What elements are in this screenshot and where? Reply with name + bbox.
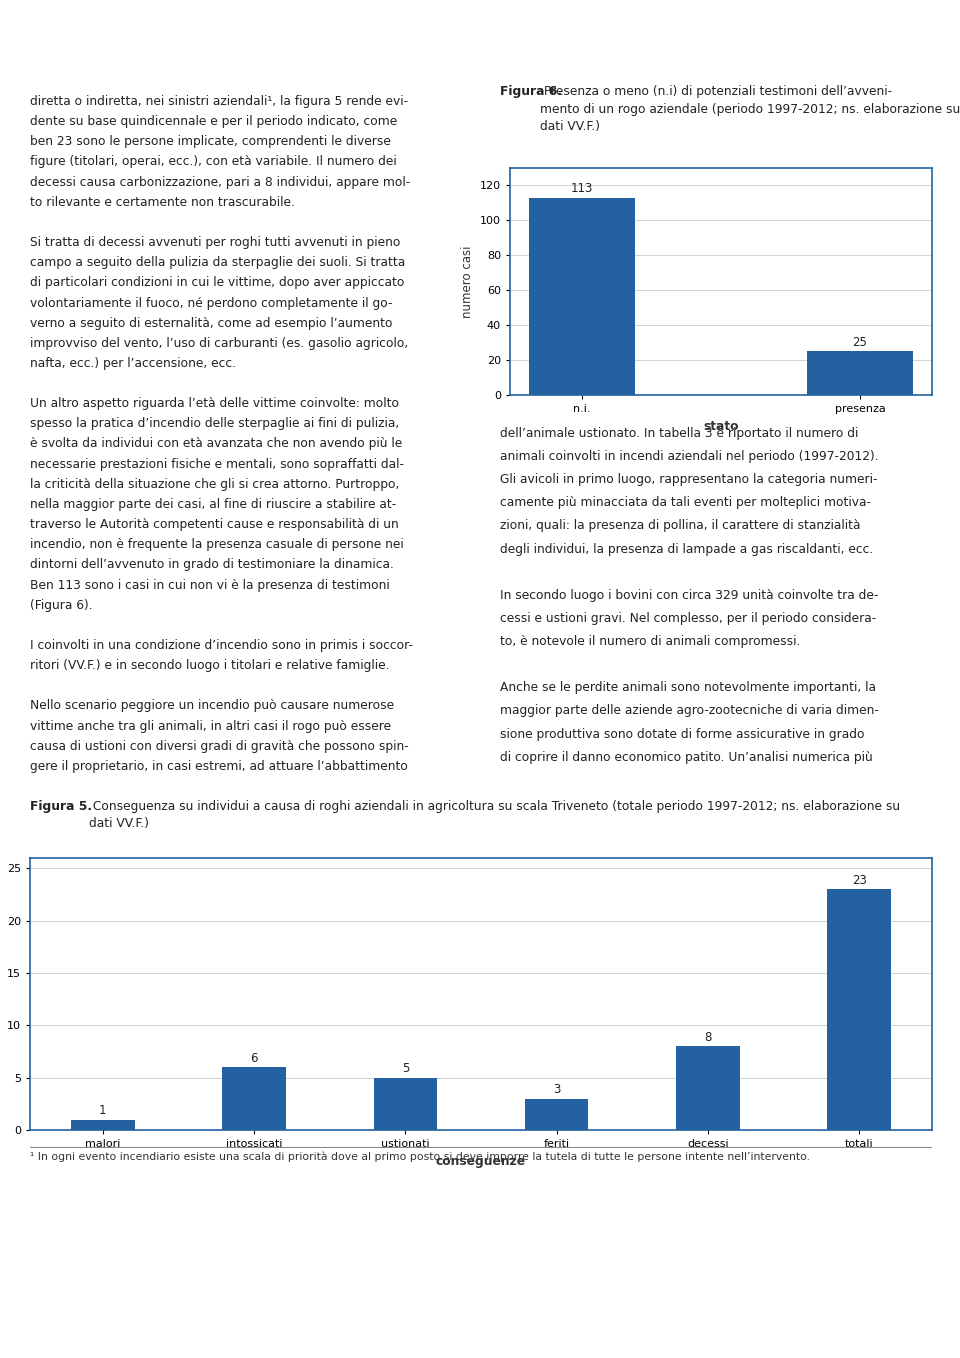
Text: incendio, non è frequente la presenza casuale di persone nei: incendio, non è frequente la presenza ca…	[30, 538, 404, 551]
Text: decessi causa carbonizzazione, pari a 8 individui, appare mol-: decessi causa carbonizzazione, pari a 8 …	[30, 175, 410, 189]
Text: campo a seguito della pulizia da sterpaglie dei suoli. Si tratta: campo a seguito della pulizia da sterpag…	[30, 257, 405, 269]
Text: Figura 5.: Figura 5.	[30, 800, 92, 813]
Text: Un altro aspetto riguarda l’età delle vittime coinvolte: molto: Un altro aspetto riguarda l’età delle vi…	[30, 397, 399, 410]
Text: Nello scenario peggiore un incendio può causare numerose: Nello scenario peggiore un incendio può …	[30, 699, 395, 713]
Text: animali coinvolti in incendi aziendali nel periodo (1997-2012).: animali coinvolti in incendi aziendali n…	[500, 449, 878, 463]
Text: di particolari condizioni in cui le vittime, dopo aver appiccato: di particolari condizioni in cui le vitt…	[30, 277, 404, 289]
Text: 6: 6	[251, 1051, 258, 1065]
Text: 25: 25	[852, 335, 868, 349]
Text: LA GESTIONE DELLA SICUREZZA SUL LAVORO IN AGRICOLTURA - L'AZIENDA ZOOTECNICA: LA GESTIONE DELLA SICUREZZA SUL LAVORO I…	[247, 27, 713, 37]
Text: la criticità della situazione che gli si crea attorno. Purtroppo,: la criticità della situazione che gli si…	[30, 478, 399, 490]
Bar	[71, 1119, 134, 1130]
Text: Ben 113 sono i casi in cui non vi è la presenza di testimoni: Ben 113 sono i casi in cui non vi è la p…	[30, 579, 390, 592]
Text: camente più minacciata da tali eventi per molteplici motiva-: camente più minacciata da tali eventi pe…	[500, 496, 871, 509]
Text: to rilevante e certamente non trascurabile.: to rilevante e certamente non trascurabi…	[30, 196, 295, 209]
Text: Anche se le perdite animali sono notevolmente importanti, la: Anche se le perdite animali sono notevol…	[500, 682, 876, 694]
Text: necessarie prestazioni fisiche e mentali, sono sopraffatti dal-: necessarie prestazioni fisiche e mentali…	[30, 458, 404, 471]
Text: verno a seguito di esternalità, come ad esempio l’aumento: verno a seguito di esternalità, come ad …	[30, 316, 393, 330]
Text: 3: 3	[553, 1082, 561, 1096]
X-axis label: stato: stato	[704, 420, 739, 433]
Bar	[529, 198, 635, 395]
Text: dente su base quindicennale e per il periodo indicato, come: dente su base quindicennale e per il per…	[30, 115, 397, 128]
Text: ben 23 sono le persone implicate, comprendenti le diverse: ben 23 sono le persone implicate, compre…	[30, 136, 391, 148]
Text: 1: 1	[99, 1104, 107, 1116]
Text: Figura 6.: Figura 6.	[500, 86, 562, 98]
Text: zioni, quali: la presenza di pollina, il carattere di stanzialità: zioni, quali: la presenza di pollina, il…	[500, 520, 860, 532]
Text: 8: 8	[705, 1031, 711, 1044]
Text: improvviso del vento, l’uso di carburanti (es. gasolio agricolo,: improvviso del vento, l’uso di carburant…	[30, 337, 408, 350]
Bar	[373, 1078, 437, 1130]
Text: I coinvolti in una condizione d’incendio sono in primis i soccor-: I coinvolti in una condizione d’incendio…	[30, 638, 413, 652]
Text: cessi e ustioni gravi. Nel complesso, per il periodo considera-: cessi e ustioni gravi. Nel complesso, pe…	[500, 612, 876, 625]
Text: è svolta da individui con età avanzata che non avendo più le: è svolta da individui con età avanzata c…	[30, 437, 402, 451]
Text: vittime anche tra gli animali, in altri casi il rogo può essere: vittime anche tra gli animali, in altri …	[30, 720, 391, 732]
Text: Si tratta di decessi avvenuti per roghi tutti avvenuti in pieno: Si tratta di decessi avvenuti per roghi …	[30, 236, 400, 249]
Text: traverso le Autorità competenti cause e responsabilità di un: traverso le Autorità competenti cause e …	[30, 517, 398, 531]
Text: 23: 23	[852, 873, 867, 887]
Text: Gli avicoli in primo luogo, rappresentano la categoria numeri-: Gli avicoli in primo luogo, rappresentan…	[500, 473, 877, 486]
Text: Conseguenza su individui a causa di roghi aziendali in agricoltura su scala Triv: Conseguenza su individui a causa di rogh…	[89, 800, 900, 831]
Text: sione produttiva sono dotate di forme assicurative in grado: sione produttiva sono dotate di forme as…	[500, 728, 865, 740]
Bar	[807, 352, 913, 395]
Text: volontariamente il fuoco, né perdono completamente il go-: volontariamente il fuoco, né perdono com…	[30, 296, 393, 310]
Text: spesso la pratica d’incendio delle sterpaglie ai fini di pulizia,: spesso la pratica d’incendio delle sterp…	[30, 417, 399, 430]
Text: Presenza o meno (n.i) di potenziali testimoni dell’avveni-
mento di un rogo azie: Presenza o meno (n.i) di potenziali test…	[540, 86, 960, 133]
Y-axis label: numero casi: numero casi	[462, 246, 474, 318]
Text: di coprire il danno economico patito. Un’analisi numerica più: di coprire il danno economico patito. Un…	[500, 751, 873, 763]
Bar	[676, 1046, 740, 1130]
X-axis label: conseguenze: conseguenze	[436, 1154, 526, 1168]
Text: causa di ustioni con diversi gradi di gravità che possono spin-: causa di ustioni con diversi gradi di gr…	[30, 740, 409, 752]
Text: dintorni dell’avvenuto in grado di testimoniare la dinamica.: dintorni dell’avvenuto in grado di testi…	[30, 558, 394, 572]
Y-axis label: numero individui: numero individui	[0, 944, 1, 1044]
Text: (Figura 6).: (Figura 6).	[30, 599, 92, 611]
Text: nella maggior parte dei casi, al fine di riuscire a stabilire at-: nella maggior parte dei casi, al fine di…	[30, 498, 396, 511]
Text: gere il proprietario, in casi estremi, ad attuare l’abbattimento: gere il proprietario, in casi estremi, a…	[30, 759, 408, 773]
Bar	[828, 889, 891, 1130]
Text: ritori (VV.F.) e in secondo luogo i titolari e relative famiglie.: ritori (VV.F.) e in secondo luogo i tito…	[30, 659, 390, 672]
Bar	[525, 1099, 588, 1130]
Text: In secondo luogo i bovini con circa 329 unità coinvolte tra de-: In secondo luogo i bovini con circa 329 …	[500, 589, 878, 602]
Text: diretta o indiretta, nei sinistri aziendali¹, la figura 5 rende evi-: diretta o indiretta, nei sinistri aziend…	[30, 95, 408, 109]
Text: dell’animale ustionato. In tabella 3 è riportato il numero di: dell’animale ustionato. In tabella 3 è r…	[500, 426, 858, 440]
Text: figure (titolari, operai, ecc.), con età variabile. Il numero dei: figure (titolari, operai, ecc.), con età…	[30, 156, 396, 168]
Text: maggior parte delle aziende agro-zootecniche di varia dimen-: maggior parte delle aziende agro-zootecn…	[500, 705, 878, 717]
Text: ¹ In ogni evento incendiario esiste una scala di priorità dove al primo posto si: ¹ In ogni evento incendiario esiste una …	[30, 1152, 810, 1162]
Bar	[223, 1067, 286, 1130]
Text: 12: 12	[471, 1306, 494, 1324]
Text: 113: 113	[571, 182, 593, 196]
Text: degli individui, la presenza di lampade a gas riscaldanti, ecc.: degli individui, la presenza di lampade …	[500, 543, 874, 555]
Text: to, è notevole il numero di animali compromessi.: to, è notevole il numero di animali comp…	[500, 636, 801, 648]
Text: nafta, ecc.) per l’accensione, ecc.: nafta, ecc.) per l’accensione, ecc.	[30, 357, 236, 369]
Text: 5: 5	[401, 1062, 409, 1076]
